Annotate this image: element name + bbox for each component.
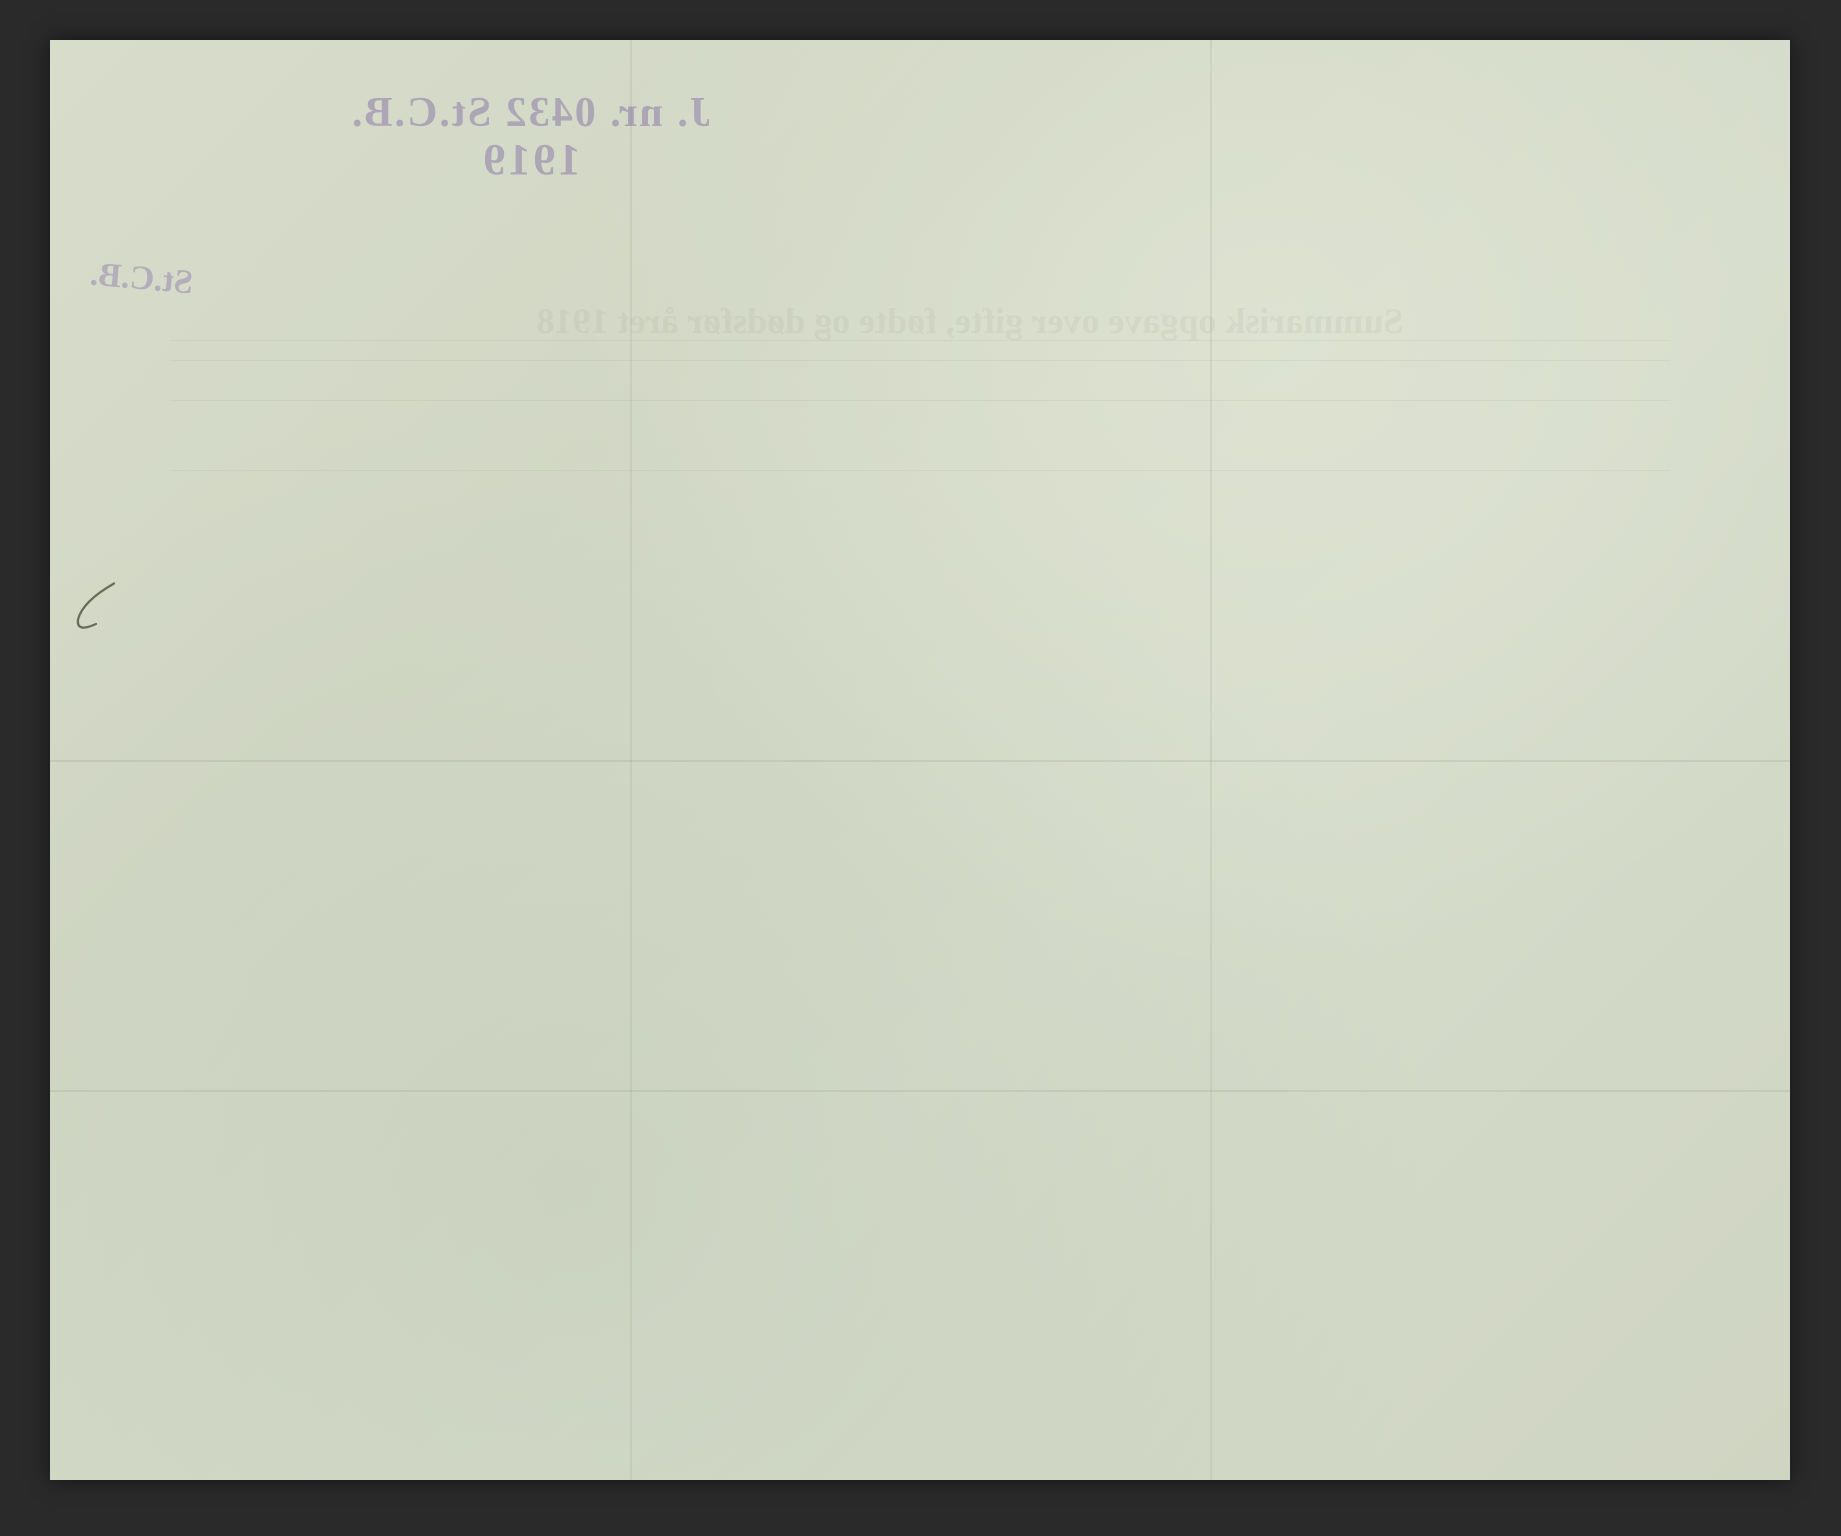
stamp-line-1: J. nr. 0432 St.C.B. [350,90,711,136]
bleed-through-title: Summarisk opgave over gifte, fødte og dø… [250,300,1690,342]
bleed-rule [170,340,1670,341]
fold-line-vertical [630,40,632,1480]
bleed-rule [170,360,1670,361]
registry-stamp: J. nr. 0432 St.C.B. 1919 [350,90,711,185]
bleed-rule [170,400,1670,401]
side-stamp: St.C.B. [89,256,195,303]
fold-line-horizontal [50,760,1790,762]
fold-line-vertical [1210,40,1212,1480]
pencil-mark-icon [60,570,150,660]
stamp-line-2: 1919 [350,136,711,184]
fold-line-horizontal [50,1090,1790,1092]
scanned-document-page: J. nr. 0432 St.C.B. 1919 St.C.B. Summari… [50,40,1790,1480]
bleed-rule [170,470,1670,471]
